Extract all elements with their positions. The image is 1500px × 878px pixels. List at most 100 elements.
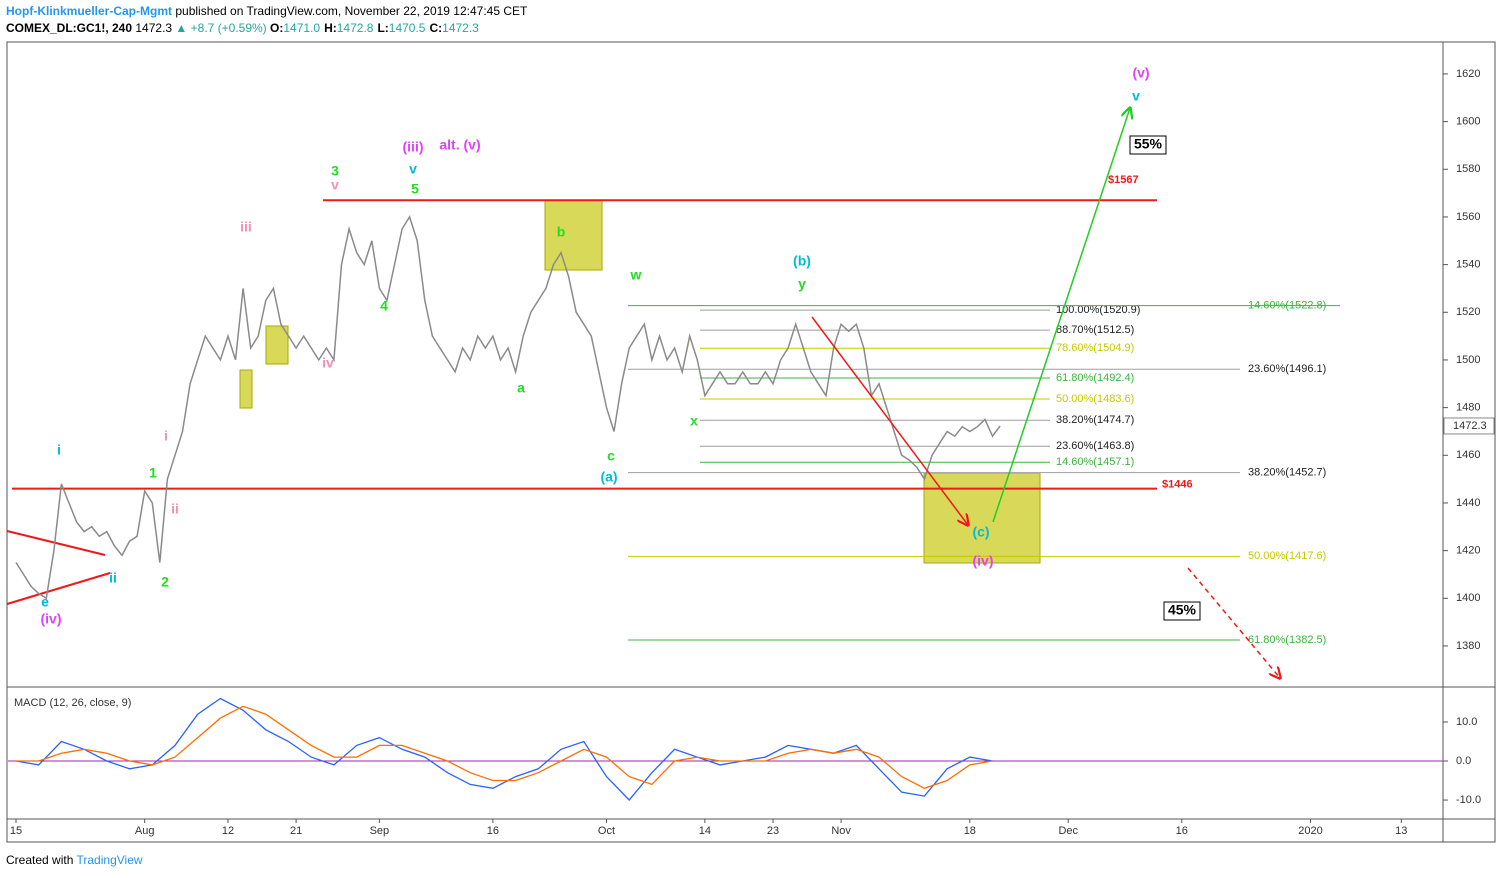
fib-label: 61.80%(1382.5) [1248,634,1326,646]
ohlc-value: 1472.3 [442,21,479,35]
wave-label: iv [322,355,334,371]
header-line-2: COMEX_DL:GC1!, 240 1472.3 ▲ +8.7 (+0.59%… [6,21,483,35]
wave-label: b [557,224,566,240]
y-tick-label: 10.0 [1456,716,1477,728]
x-tick-label: 23 [767,825,779,837]
wave-label: ii [171,501,179,517]
wave-label: v [1132,88,1140,104]
header-line-1: Hopf-Klinkmueller-Cap-Mgmt published on … [6,4,527,18]
ohlc-value: 1472.8 [336,21,374,35]
x-tick-label: 13 [1395,825,1407,837]
ohlc-label: C: [429,21,443,35]
ohlc-label: H: [324,21,337,35]
y-tick-label: 1580 [1456,163,1480,175]
wave-label: ii [109,570,117,586]
wave-label: (a) [600,469,617,485]
x-tick-label: 21 [290,825,302,837]
wave-label: w [630,267,642,283]
ohlc: O:1471.0 H:1472.8 L:1470.5 C:1472.3 [270,21,483,35]
wave-label: 55% [1134,136,1163,152]
change: ▲ +8.7 (+0.59%) [175,21,267,35]
fib-label: 88.70%(1512.5) [1056,324,1134,336]
frame [6,41,1496,843]
x-tick-label: Aug [135,825,155,837]
arrow [1187,567,1280,678]
last-price-box [1443,417,1495,435]
price-line [15,215,1001,600]
y-tick-label: 1420 [1456,545,1480,557]
publisher: Hopf-Klinkmueller-Cap-Mgmt [6,4,172,18]
footer-brand: TradingView [76,853,143,867]
y-tick-label: 1400 [1456,592,1480,604]
fib-label: 50.00%(1483.6) [1056,393,1134,405]
x-tick-label: 2020 [1298,825,1322,837]
fib-label: 100.00%(1520.9) [1056,304,1140,316]
y-tick-label: 1380 [1456,640,1480,652]
y-tick-label: 0.0 [1456,755,1471,767]
wave-label: a [517,380,525,396]
wave-label: (v) [1132,65,1149,81]
symbol: COMEX_DL:GC1!, 240 [6,21,133,35]
x-tick-label: 12 [222,825,234,837]
footer: Created with TradingView [6,853,143,867]
x-tick-label: Dec [1058,825,1078,837]
y-tick-label: 1460 [1456,449,1480,461]
wave-label: x [690,413,698,429]
fib-label: 38.20%(1474.7) [1056,414,1134,426]
fib-label: 61.80%(1492.4) [1056,372,1134,384]
fib-label: 50.00%(1417.6) [1248,550,1326,562]
wave-label: i [164,428,168,444]
wave-label: 45% [1168,602,1197,618]
ohlc-label: L: [377,21,389,35]
y-tick-label: 1440 [1456,497,1480,509]
y-tick-label: 1600 [1456,116,1480,128]
wave-label: 5 [411,181,419,197]
triangle [6,530,111,605]
wave-label: v [331,177,339,193]
wave-label: y [798,276,806,292]
wave-label: e [41,594,49,610]
y-tick-label: 1520 [1456,306,1480,318]
last: 1472.3 [135,21,173,35]
wave-label: c [607,448,615,464]
ohlc-label: O: [270,21,284,35]
y-tick-label: 1540 [1456,259,1480,271]
y-tick-label: 1620 [1456,68,1480,80]
wave-label: 3 [331,163,339,179]
zone-box [923,472,1041,564]
last-price: 1472.3 [1453,420,1487,432]
x-tick-label: Nov [831,825,851,837]
zone-box [544,199,603,271]
level-label: $1567 [1108,174,1139,186]
x-tick-label: 16 [1176,825,1188,837]
macd-line [15,697,993,801]
footer-text: Created with [6,853,74,867]
wave-label: (iii) [403,139,424,155]
y-tick-label: 1480 [1456,402,1480,414]
fib-label: 23.60%(1463.8) [1056,440,1134,452]
zone-box [239,369,253,409]
wave-label: alt. (v) [439,137,480,153]
arrow [992,108,1130,523]
zone-box [265,325,289,365]
boxes [239,199,1041,564]
x-tick-label: 18 [964,825,976,837]
fib-label: 38.20%(1452.7) [1248,467,1326,479]
trend-line [6,530,106,556]
level-label: $1446 [1162,479,1193,491]
percent-box [1129,135,1167,155]
percent-box [1163,601,1201,621]
wave-label: 1 [149,465,157,481]
wave-label: (iv) [973,553,994,569]
wave-label: (iv) [41,611,62,627]
macd-line [16,705,993,790]
x-tick-label: 15 [10,825,22,837]
wave-label: (b) [793,253,811,269]
chart: 1380 1400 1420 1440 1460 1480 1500 1520 1540 1560… [6,41,1496,843]
arrow [811,316,968,525]
fib-label: 14.60%(1522.8) [1248,300,1326,312]
fib-label: 23.60%(1496.1) [1248,363,1326,375]
wave-label: 2 [161,574,169,590]
wave-label: v [409,161,417,177]
